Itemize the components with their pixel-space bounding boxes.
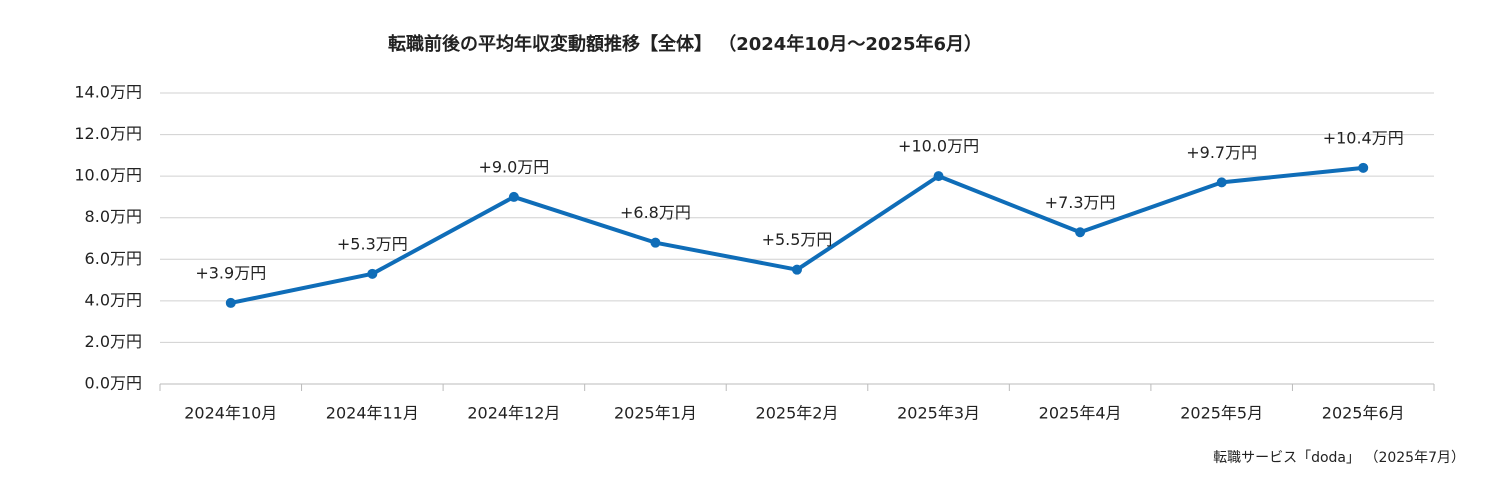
source-note: 転職サービス「doda」 （2025年7月） bbox=[1213, 450, 1465, 466]
y-tick-label: 2.0万円 bbox=[85, 332, 142, 351]
point bbox=[508, 191, 519, 202]
data-label: +5.5万円 bbox=[762, 230, 833, 249]
point bbox=[1216, 177, 1227, 188]
point bbox=[1075, 227, 1086, 238]
x-tick-label: 2024年10月 bbox=[184, 404, 277, 423]
y-tick-label: 10.0万円 bbox=[74, 166, 142, 185]
x-tick-label: 2025年1月 bbox=[614, 404, 697, 423]
point bbox=[1358, 162, 1369, 173]
data-label: +9.0万円 bbox=[478, 157, 549, 176]
data-label: +9.7万円 bbox=[1186, 143, 1257, 162]
x-tick-label: 2025年5月 bbox=[1180, 404, 1263, 423]
point bbox=[792, 264, 802, 275]
y-tick-label: 4.0万円 bbox=[85, 290, 142, 309]
y-tick-label: 0.0万円 bbox=[85, 374, 142, 393]
y-tick-label: 12.0万円 bbox=[74, 124, 142, 143]
x-tick-label: 2025年3月 bbox=[897, 404, 980, 423]
chart-title: 転職前後の平均年収変動額推移【全体】 （2024年10月～2025年6月） bbox=[388, 33, 982, 55]
point bbox=[650, 237, 661, 248]
data-label: +5.3万円 bbox=[337, 234, 408, 253]
x-tick-label: 2025年6月 bbox=[1322, 404, 1405, 423]
x-tick-label: 2024年12月 bbox=[467, 404, 560, 423]
y-tick-label: 8.0万円 bbox=[85, 207, 142, 226]
x-tick-label: 2024年11月 bbox=[326, 404, 419, 423]
x-tick-label: 2025年4月 bbox=[1039, 404, 1122, 423]
data-label: +10.0万円 bbox=[898, 137, 979, 156]
data-label: +10.4万円 bbox=[1323, 128, 1404, 147]
data-label: +7.3万円 bbox=[1045, 193, 1116, 212]
point bbox=[933, 171, 944, 182]
x-tick-label: 2025年2月 bbox=[756, 404, 839, 423]
y-tick-label: 6.0万円 bbox=[85, 249, 142, 268]
y-tick-label: 14.0万円 bbox=[74, 83, 142, 102]
point bbox=[367, 268, 378, 279]
data-label: +3.9万円 bbox=[195, 263, 266, 282]
point bbox=[225, 297, 236, 308]
data-label: +6.8万円 bbox=[620, 203, 691, 222]
